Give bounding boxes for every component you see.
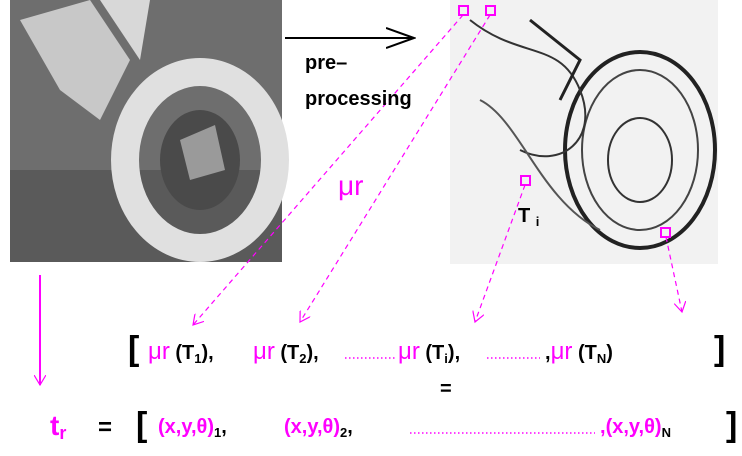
equals: = bbox=[440, 378, 452, 401]
equals: = bbox=[98, 414, 112, 442]
arg: ), bbox=[448, 342, 460, 364]
arg: ), bbox=[307, 342, 319, 364]
arg: (T bbox=[578, 342, 597, 364]
arg: (T bbox=[280, 342, 299, 364]
input-image bbox=[10, 0, 282, 262]
processed-image bbox=[450, 0, 718, 264]
tuple: (x,y,θ) bbox=[284, 416, 340, 438]
fn: μr bbox=[148, 338, 170, 365]
lhs: tr bbox=[50, 410, 66, 444]
label: T bbox=[518, 205, 530, 227]
sep: , bbox=[221, 416, 227, 438]
tuple: (x,y,θ) bbox=[606, 416, 662, 438]
arg: (T bbox=[425, 342, 444, 364]
item: μr (T1), bbox=[148, 338, 214, 366]
figure bbox=[0, 0, 742, 456]
item: μr (T2), bbox=[253, 338, 319, 366]
label: i bbox=[536, 214, 540, 229]
fn: μr bbox=[253, 338, 275, 365]
arg: (T bbox=[175, 342, 194, 364]
tuple: (x,y,θ) bbox=[158, 416, 214, 438]
bracket: [ bbox=[136, 406, 147, 445]
arg: ) bbox=[606, 342, 613, 364]
arg: ), bbox=[202, 342, 214, 364]
ellipsis-dots bbox=[345, 358, 595, 433]
sub: 1 bbox=[194, 351, 201, 366]
bracket: ] bbox=[714, 330, 725, 369]
label: processing bbox=[305, 88, 412, 111]
label: μr bbox=[338, 170, 363, 202]
bracket: [ bbox=[128, 330, 139, 369]
page: pre– processing μr T i [ μr (T1), μr (T2… bbox=[0, 0, 742, 456]
label: T i bbox=[518, 205, 539, 229]
fn: μr bbox=[398, 338, 420, 365]
sub: N bbox=[597, 351, 606, 366]
label: pre– bbox=[305, 52, 347, 75]
item: ,(x,y,θ)N bbox=[600, 416, 671, 440]
lhs-sub: r bbox=[59, 423, 66, 443]
fn: μr bbox=[551, 338, 573, 365]
item: (x,y,θ)2, bbox=[284, 416, 353, 440]
bracket: ] bbox=[726, 406, 737, 445]
lhs: t bbox=[50, 410, 59, 441]
sub: N bbox=[662, 425, 671, 440]
sep: , bbox=[347, 416, 353, 438]
item: ,μr (TN) bbox=[545, 338, 613, 366]
sub: 2 bbox=[299, 351, 306, 366]
item: μr (Ti), bbox=[398, 338, 460, 366]
item: (x,y,θ)1, bbox=[158, 416, 227, 440]
